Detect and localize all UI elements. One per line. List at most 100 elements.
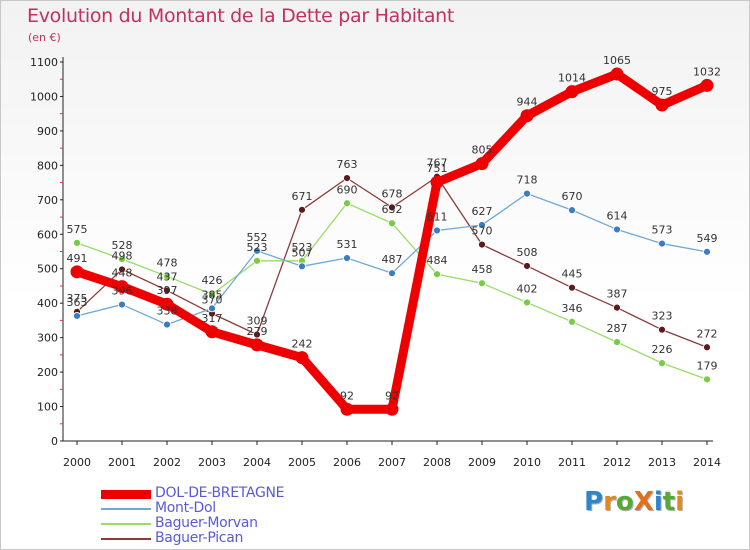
data-point [700, 78, 714, 92]
data-point [568, 283, 576, 292]
data-point [658, 239, 666, 248]
data-point [523, 262, 531, 270]
data-point [658, 359, 666, 368]
data-point [613, 338, 621, 347]
data-point [343, 174, 351, 183]
data-point [655, 98, 669, 112]
x-tick-label: 2005 [288, 456, 316, 469]
data-point [703, 375, 711, 384]
data-point [70, 265, 84, 279]
proxiti-logo: ProXiti [584, 487, 684, 517]
data-label: 226 [652, 343, 673, 356]
data-label: 309 [247, 315, 268, 328]
data-label: 614 [607, 209, 628, 222]
data-label: 627 [472, 205, 493, 218]
legend-swatch [101, 508, 151, 510]
data-point [118, 255, 126, 263]
data-label: 498 [112, 249, 133, 262]
data-point [205, 325, 219, 339]
x-tick-label: 2014 [693, 456, 721, 469]
data-label: 507 [292, 246, 313, 259]
data-label: 670 [562, 190, 583, 203]
data-label: 179 [697, 359, 718, 372]
data-point [340, 402, 354, 416]
data-label: 437 [157, 270, 178, 283]
data-point [385, 402, 399, 416]
data-point [523, 189, 531, 198]
data-label: 975 [652, 85, 673, 98]
x-tick-label: 2008 [423, 456, 451, 469]
data-point [115, 280, 129, 294]
data-label: 491 [67, 252, 88, 265]
x-axis-ticks: 2000 2001 2002 2003 2004 2005 2006 2007 2008 2009… [63, 441, 721, 469]
data-label: 1032 [693, 65, 721, 78]
data-label: 678 [382, 187, 403, 200]
data-point [388, 219, 396, 228]
data-label: 92 [385, 389, 399, 402]
data-point [613, 225, 621, 234]
data-point [253, 246, 261, 255]
data-label: 944 [517, 96, 538, 109]
data-label: 387 [607, 288, 628, 301]
y-tick-label: 300 [37, 332, 58, 345]
logo-letter: i [675, 487, 685, 517]
data-point [475, 157, 489, 171]
x-tick-label: 2012 [603, 456, 631, 469]
data-point [568, 206, 576, 215]
data-point [478, 240, 486, 249]
data-label: 573 [652, 224, 673, 237]
x-tick-label: 2004 [243, 456, 271, 469]
x-tick-label: 2000 [63, 456, 91, 469]
legend-swatch [101, 523, 151, 525]
logo-letter: P [584, 487, 604, 517]
series-line-dol-de-bretagne [72, 69, 712, 414]
series-layer [70, 67, 714, 416]
data-label: 338 [157, 305, 178, 318]
data-label: 323 [652, 310, 673, 323]
data-label: 445 [562, 268, 583, 281]
data-point [163, 286, 171, 295]
legend-swatch [101, 489, 151, 499]
data-label: 690 [337, 183, 358, 196]
data-point [163, 272, 171, 281]
data-label: 718 [517, 174, 538, 187]
data-point [118, 265, 126, 274]
data-point [565, 85, 579, 99]
data-label: 375 [67, 292, 88, 305]
y-tick-label: 600 [37, 228, 58, 241]
legend-label: DOL-DE-BRETAGNE [155, 485, 285, 501]
y-tick-label: 400 [37, 297, 58, 310]
data-label: 549 [697, 232, 718, 245]
legend-label: Mont-Dol [155, 500, 216, 516]
x-tick-label: 2002 [153, 456, 181, 469]
data-label: 671 [292, 190, 313, 203]
y-tick-label: 800 [37, 159, 58, 172]
data-label: 523 [292, 241, 313, 254]
data-point [568, 317, 576, 326]
data-point [343, 254, 351, 262]
data-point [295, 351, 309, 365]
y-tick-label: 900 [37, 125, 58, 138]
data-point [163, 320, 171, 329]
data-label: 552 [247, 231, 268, 244]
data-point [250, 338, 264, 352]
legend-label: Baguer-Morvan [155, 515, 258, 531]
data-label: 1065 [603, 54, 631, 67]
data-label: 396 [112, 285, 133, 298]
x-tick-label: 2007 [378, 456, 406, 469]
data-point [160, 297, 174, 311]
data-label: 611 [427, 210, 448, 223]
data-labels-layer: 491 448 397 317 279 242 92 92 751 805 944 1014 1065 9… [67, 54, 722, 402]
legend-label: Baguer-Pican [155, 530, 244, 546]
data-point [298, 262, 306, 271]
data-point [523, 298, 531, 307]
y-axis-ticks: 0 100 200 300 400 500 600 700 800 900 1000 1100 [30, 56, 63, 448]
data-point [73, 238, 81, 247]
data-point [298, 205, 306, 214]
data-label: 763 [337, 158, 358, 171]
data-label: 570 [472, 225, 493, 238]
data-point [208, 304, 216, 313]
data-label: 363 [67, 296, 88, 309]
